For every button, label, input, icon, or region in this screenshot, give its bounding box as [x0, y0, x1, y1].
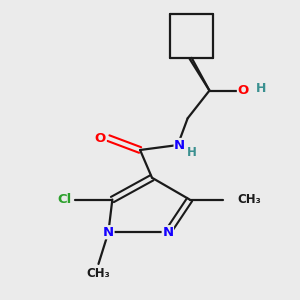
Text: O: O — [238, 84, 249, 97]
Text: O: O — [95, 132, 106, 145]
Text: N: N — [162, 226, 173, 239]
Text: CH₃: CH₃ — [237, 193, 261, 206]
Text: H: H — [187, 146, 196, 160]
Text: N: N — [103, 226, 114, 239]
Text: CH₃: CH₃ — [87, 267, 110, 280]
Text: Cl: Cl — [58, 193, 72, 206]
Text: N: N — [174, 139, 185, 152]
Text: H: H — [256, 82, 266, 95]
